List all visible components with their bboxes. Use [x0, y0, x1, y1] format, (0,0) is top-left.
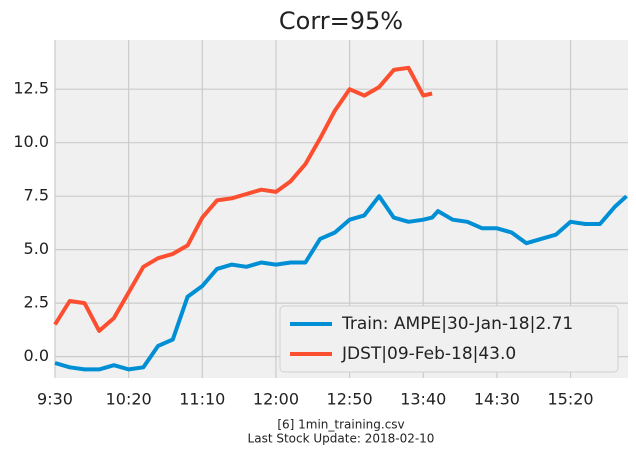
y-tick-label: 7.5	[24, 186, 49, 205]
legend-label: JDST|09-Feb-18|43.0	[341, 344, 516, 364]
x-tick-label: 12:00	[253, 390, 299, 409]
x-tick-label: 14:30	[474, 390, 520, 409]
y-tick-label: 12.5	[13, 79, 49, 98]
x-tick-label: 15:20	[547, 390, 593, 409]
x-tick-label: 11:10	[179, 390, 225, 409]
x-tick-label: 13:40	[400, 390, 446, 409]
x-tick-label: 10:20	[106, 390, 152, 409]
caption: [6] 1min_training.csv	[277, 418, 404, 432]
series-line	[53, 65, 433, 333]
series-line	[54, 194, 628, 372]
legend-box	[279, 305, 619, 373]
caption: Last Stock Update: 2018-02-10	[248, 432, 435, 446]
chart-title: Corr=95%	[279, 7, 403, 35]
y-tick-label: 5.0	[24, 239, 49, 258]
y-tick-label: 0.0	[24, 346, 49, 365]
x-tick-label: 12:50	[327, 390, 373, 409]
x-tick-label: 9:30	[37, 390, 73, 409]
y-tick-label: 10.0	[13, 132, 49, 151]
y-tick-label: 2.5	[24, 293, 49, 312]
legend-label: Train: AMPE|30-Jan-18|2.71	[341, 314, 573, 334]
